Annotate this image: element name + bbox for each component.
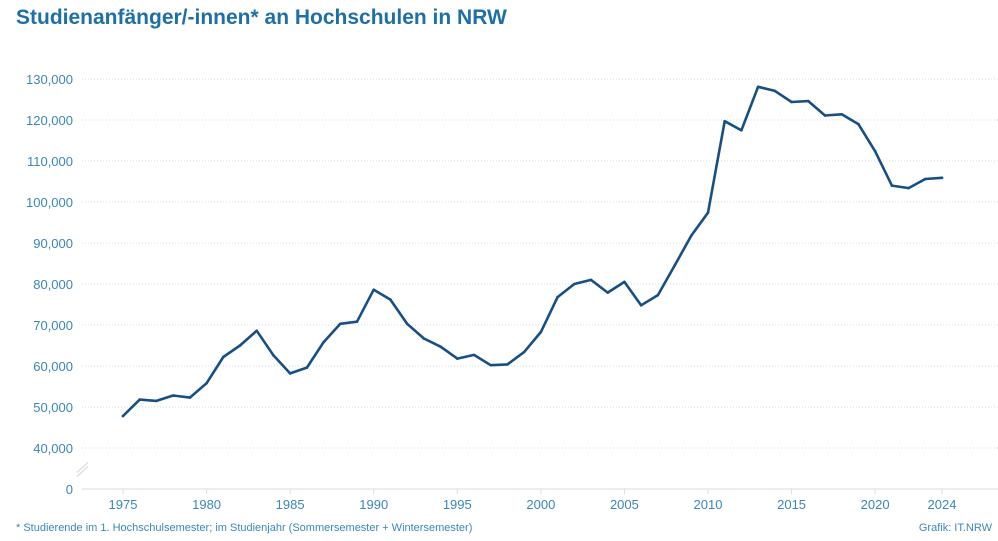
x-tick-label: 1995 bbox=[443, 497, 472, 512]
x-tick-label: 2024 bbox=[928, 497, 957, 512]
data-point bbox=[455, 357, 459, 360]
data-point bbox=[907, 186, 910, 190]
x-tick-label: 1975 bbox=[109, 497, 138, 512]
data-point bbox=[623, 280, 626, 284]
data-point bbox=[205, 381, 208, 385]
data-point bbox=[890, 184, 894, 187]
data-point bbox=[238, 344, 242, 347]
data-point bbox=[723, 119, 727, 123]
data-point bbox=[305, 366, 309, 369]
y-tick-label: 70,000 bbox=[33, 318, 73, 333]
data-point bbox=[188, 396, 192, 399]
data-point bbox=[355, 320, 359, 324]
x-tick-label: 2015 bbox=[777, 497, 806, 512]
data-point bbox=[389, 298, 392, 301]
footnote: * Studierende im 1. Hochschulsemester; i… bbox=[16, 522, 473, 534]
data-point bbox=[706, 211, 710, 214]
data-point bbox=[288, 372, 292, 375]
data-point bbox=[221, 355, 225, 359]
data-point bbox=[372, 288, 376, 292]
x-tick-label: 2020 bbox=[861, 497, 890, 512]
data-point bbox=[806, 99, 810, 103]
data-point bbox=[405, 322, 409, 326]
y-tick-label: 100,000 bbox=[26, 195, 73, 210]
plot-area bbox=[121, 85, 944, 418]
axis-break-mark bbox=[76, 462, 89, 473]
data-point bbox=[606, 291, 610, 294]
data-point bbox=[773, 89, 777, 93]
y-tick-label: 120,000 bbox=[26, 113, 73, 128]
data-point bbox=[439, 345, 442, 349]
y-tick-label: 60,000 bbox=[33, 359, 73, 374]
data-point bbox=[556, 295, 559, 299]
data-point bbox=[589, 278, 593, 282]
data-point bbox=[857, 122, 860, 126]
data-point bbox=[322, 340, 325, 344]
x-tick-label: 1980 bbox=[192, 497, 221, 512]
data-point bbox=[756, 85, 760, 89]
x-tick-label: 1990 bbox=[359, 497, 388, 512]
chart-title: Studienanfänger/-innen* an Hochschulen i… bbox=[16, 6, 507, 29]
series-line bbox=[121, 85, 944, 418]
x-tick-label: 2005 bbox=[610, 497, 639, 512]
data-point bbox=[121, 414, 125, 418]
y-tick-label: 80,000 bbox=[33, 277, 73, 292]
data-point bbox=[823, 114, 827, 117]
data-point bbox=[506, 363, 509, 366]
data-point bbox=[873, 149, 877, 153]
data-point bbox=[338, 322, 342, 326]
data-point bbox=[155, 399, 158, 403]
data-point bbox=[422, 337, 426, 340]
data-point bbox=[539, 330, 543, 334]
y-tick-label: 110,000 bbox=[27, 154, 73, 169]
data-point bbox=[790, 100, 793, 104]
axis-break-mark bbox=[76, 466, 89, 477]
x-axis: 1975 1980 1985 1990 1995 2000 2005 2010 2015 2020… bbox=[82, 488, 998, 512]
y-tick-label: 0 bbox=[66, 482, 73, 497]
data-point bbox=[923, 177, 927, 181]
y-axis: 0 40,000 50,000 60,000 70,000 80,000 90,000 100… bbox=[26, 72, 89, 497]
y-tick-label: 130,000 bbox=[26, 72, 73, 87]
data-point bbox=[840, 112, 844, 116]
data-point bbox=[138, 398, 142, 401]
data-point bbox=[572, 282, 576, 286]
data-point bbox=[272, 354, 275, 357]
y-tick-label: 90,000 bbox=[33, 236, 73, 251]
x-tick-label: 1985 bbox=[276, 497, 305, 512]
data-point bbox=[472, 353, 476, 357]
data-point bbox=[171, 394, 175, 397]
source-credit: Grafik: IT.NRW bbox=[918, 522, 992, 534]
x-tick-label: 2010 bbox=[694, 497, 723, 512]
y-tick-label: 50,000 bbox=[33, 400, 73, 415]
x-tick-label: 2000 bbox=[526, 497, 555, 512]
data-point bbox=[255, 329, 259, 333]
y-tick-label: 40,000 bbox=[33, 441, 73, 456]
data-point bbox=[740, 128, 743, 132]
data-point bbox=[522, 350, 526, 354]
data-point bbox=[940, 176, 944, 180]
data-point bbox=[639, 304, 643, 307]
data-point bbox=[673, 264, 676, 267]
data-point bbox=[656, 293, 660, 297]
grid-lines bbox=[82, 78, 998, 449]
data-point bbox=[489, 363, 493, 367]
data-point bbox=[689, 234, 693, 237]
